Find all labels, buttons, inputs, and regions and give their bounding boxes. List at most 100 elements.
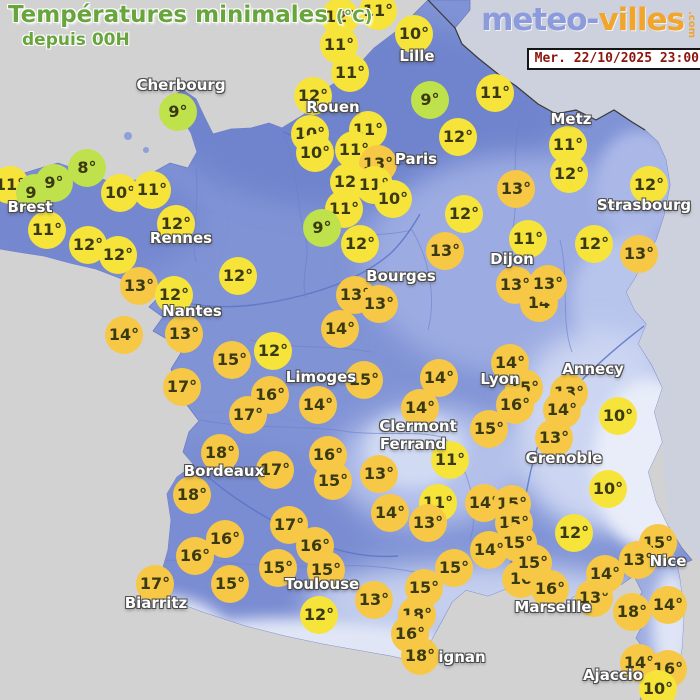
temp-bubble[interactable]: 17° <box>256 451 294 489</box>
title-unit: (°C) <box>335 7 373 27</box>
page-title: Températures minimales (°C) <box>8 2 372 28</box>
city-label: Metz <box>550 110 592 128</box>
temp-bubble[interactable]: 9° <box>35 164 73 202</box>
temp-bubble[interactable]: 14° <box>371 494 409 532</box>
temp-bubble[interactable]: 13° <box>165 315 203 353</box>
temp-bubble[interactable]: 13° <box>426 232 464 270</box>
temp-bubble[interactable]: 12° <box>294 77 332 115</box>
title-text: Températures minimales <box>8 2 328 28</box>
city-label: Paris <box>394 150 438 168</box>
temp-bubble[interactable]: 13° <box>619 541 657 579</box>
temp-bubble[interactable]: 10° <box>395 15 433 53</box>
temp-bubble[interactable]: 18° <box>173 476 211 514</box>
temp-bubble[interactable]: 13° <box>360 285 398 323</box>
temp-bubble[interactable]: 16° <box>531 570 569 608</box>
temp-bubble[interactable]: 14° <box>420 359 458 397</box>
temp-bubble[interactable]: 12° <box>550 155 588 193</box>
temp-bubble[interactable]: 9° <box>303 209 341 247</box>
logo-text-blue: meteo- <box>481 2 599 38</box>
city-label: Rennes <box>149 229 213 247</box>
temp-bubble[interactable]: 10° <box>639 670 677 700</box>
temp-bubble[interactable]: 13° <box>360 455 398 493</box>
temp-bubble[interactable]: 13° <box>496 266 534 304</box>
temp-bubble[interactable]: 12° <box>555 514 593 552</box>
temp-bubble[interactable]: 13° <box>409 504 447 542</box>
city-label: Nice <box>649 552 687 570</box>
city-label: Ajaccio <box>582 666 644 684</box>
temp-bubble[interactable]: 9° <box>159 93 197 131</box>
temp-bubble[interactable]: 15° <box>470 410 508 448</box>
temp-bubble[interactable]: 16° <box>496 386 534 424</box>
temp-bubble[interactable]: 18° <box>401 637 439 675</box>
temp-bubble[interactable]: 13° <box>535 419 573 457</box>
temp-bubble[interactable]: 10° <box>296 134 334 172</box>
temp-bubble[interactable]: 15° <box>307 551 345 589</box>
temp-bubble[interactable]: 15° <box>345 361 383 399</box>
island <box>143 147 149 153</box>
temp-bubble[interactable]: 17° <box>136 565 174 603</box>
temp-bubble[interactable]: 14° <box>321 310 359 348</box>
temp-bubble[interactable]: 12° <box>439 118 477 156</box>
temp-bubble[interactable]: 17° <box>270 506 308 544</box>
temp-bubble[interactable]: 14° <box>105 316 143 354</box>
temp-bubble[interactable]: 12° <box>155 276 193 314</box>
temp-bubble[interactable]: 14° <box>586 555 624 593</box>
temp-bubble[interactable]: 17° <box>229 396 267 434</box>
temp-bubble[interactable]: 10° <box>101 174 139 212</box>
temp-bubble[interactable]: 11° <box>28 211 66 249</box>
temp-bubble[interactable]: 12° <box>300 596 338 634</box>
temp-bubble[interactable]: 18° <box>613 593 651 631</box>
temp-bubble[interactable]: 17° <box>163 368 201 406</box>
temp-bubble[interactable]: 15° <box>259 549 297 587</box>
temp-bubble[interactable]: 11° <box>359 0 397 30</box>
temp-bubble[interactable]: 12° <box>575 225 613 263</box>
temp-bubble[interactable]: 18° <box>201 434 239 472</box>
temp-bubble[interactable]: 10° <box>374 180 412 218</box>
temp-bubble[interactable]: 13° <box>497 170 535 208</box>
temp-bubble[interactable]: 13° <box>620 235 658 273</box>
city-label: Strasbourg <box>596 196 692 214</box>
temp-bubble[interactable]: 15° <box>405 569 443 607</box>
temp-bubble[interactable]: 11° <box>509 220 547 258</box>
temp-bubble[interactable]: 16° <box>176 537 214 575</box>
temp-bubble[interactable]: 15° <box>213 341 251 379</box>
city-label: Lille <box>399 47 435 65</box>
temp-bubble[interactable]: 15° <box>314 462 352 500</box>
temp-bubble[interactable]: 15° <box>211 565 249 603</box>
site-logo[interactable]: meteo-villes .com <box>481 2 697 38</box>
city-label: Toulouse <box>284 575 360 593</box>
temp-bubble[interactable]: 12° <box>630 166 668 204</box>
city-label: Clermont <box>379 417 457 435</box>
city-label: Brest <box>7 198 53 216</box>
temp-bubble[interactable]: 14° <box>470 531 508 569</box>
city-label: Biarritz <box>124 594 188 612</box>
temp-bubble[interactable]: 12° <box>157 205 195 243</box>
temp-bubble[interactable]: 11° <box>133 171 171 209</box>
temp-bubble[interactable]: 12° <box>445 195 483 233</box>
temp-bubble[interactable]: 11° <box>331 54 369 92</box>
temp-bubble[interactable]: 14° <box>401 389 439 427</box>
temp-bubble[interactable]: 16° <box>649 650 687 688</box>
city-label: Nantes <box>162 302 222 320</box>
temp-bubble[interactable]: 12° <box>254 332 292 370</box>
city-label: Limoges <box>285 368 357 386</box>
city-label: Rouen <box>306 98 360 116</box>
temp-bubble[interactable]: 13° <box>529 265 567 303</box>
temp-bubble[interactable]: 11° <box>431 441 469 479</box>
temp-bubble[interactable]: 14° <box>649 586 687 624</box>
temp-bubble[interactable]: 10° <box>599 397 637 435</box>
city-label: Cherbourg <box>136 76 226 94</box>
temp-bubble[interactable]: 9° <box>411 81 449 119</box>
temp-bubble[interactable]: 13° <box>355 581 393 619</box>
temp-bubble[interactable]: 11° <box>476 74 514 112</box>
temp-bubble[interactable]: 13° <box>120 267 158 305</box>
temp-bubble[interactable]: 10° <box>589 470 627 508</box>
temp-bubble[interactable]: 12° <box>341 225 379 263</box>
island <box>124 132 132 140</box>
country-border-line <box>427 0 646 131</box>
temp-bubble[interactable]: 12° <box>219 257 257 295</box>
temp-bubble[interactable]: 14° <box>299 386 337 424</box>
city-label: Bourges <box>366 267 436 285</box>
temp-bubble[interactable]: 8° <box>68 149 106 187</box>
